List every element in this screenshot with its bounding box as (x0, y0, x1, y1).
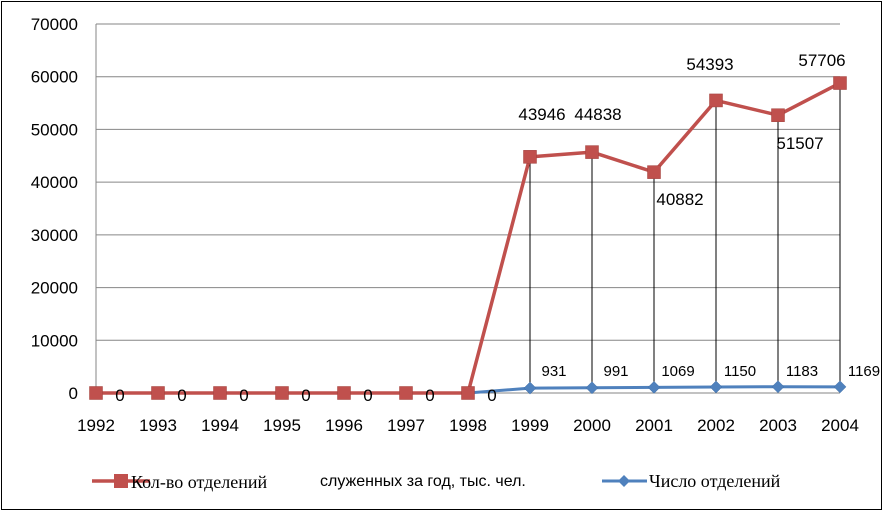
legend-label-kol-vo: Кол-во отделений (131, 472, 268, 492)
x-tick-label: 2001 (635, 416, 673, 435)
marker-square (213, 386, 227, 400)
data-label-chislo: 1169 (848, 363, 880, 380)
x-tick-label: 2000 (573, 416, 611, 435)
marker-square (771, 108, 785, 122)
series (89, 76, 847, 400)
gridlines (95, 23, 840, 394)
y-tick-label: 20000 (31, 279, 78, 298)
y-tick-label: 0 (69, 384, 78, 403)
x-tick-label: 1998 (449, 416, 487, 435)
y-tick-label: 70000 (31, 15, 78, 34)
data-labels: 43946 44838 40882 54393 51507 57706 0 0 0 0 0 0 0 931… (115, 51, 880, 405)
x-tick-label: 2004 (821, 416, 859, 435)
marker-square (151, 386, 165, 400)
y-tick-label: 30000 (31, 226, 78, 245)
x-tick-label: 1994 (201, 416, 239, 435)
data-label-kol-vo: 57706 (798, 51, 845, 70)
x-axis-ticks: 1992 1993 1994 1995 1996 1997 1998 1999 2000 2001… (77, 416, 859, 435)
drop-lines (529, 83, 841, 389)
marker-square (647, 165, 661, 179)
data-label-kol-vo: 54393 (686, 55, 733, 74)
data-label-chislo: 0 (363, 386, 372, 405)
legend: Кол-во отделений служенных за год, тыс. ч… (92, 471, 781, 492)
data-label-chislo: 1183 (786, 363, 818, 380)
data-label-chislo: 1150 (724, 363, 756, 380)
legend-marker-diamond (618, 475, 630, 487)
y-axis-ticks: 0 10000 20000 30000 40000 50000 60000 70000 (31, 15, 78, 403)
data-label-chislo: 0 (115, 386, 124, 405)
legend-marker-square (114, 474, 128, 488)
data-label-chislo: 0 (177, 386, 186, 405)
data-label-kol-vo: 51507 (776, 134, 823, 153)
x-tick-label: 1999 (511, 416, 549, 435)
marker-square (275, 386, 289, 400)
marker-square (523, 150, 537, 164)
marker-diamond (585, 381, 599, 395)
data-label-chislo: 0 (301, 386, 310, 405)
marker-square (337, 386, 351, 400)
y-tick-label: 40000 (31, 173, 78, 192)
marker-diamond (709, 380, 723, 394)
marker-square (833, 76, 847, 90)
data-label-kol-vo: 43946 (518, 105, 565, 124)
data-label-chislo: 0 (425, 386, 434, 405)
marker-square (709, 93, 723, 108)
y-tick-label: 10000 (31, 331, 78, 350)
marker-diamond (771, 380, 785, 394)
y-tick-label: 50000 (31, 120, 78, 139)
x-tick-label: 1993 (139, 416, 177, 435)
marker-square (585, 145, 599, 159)
y-tick-label: 60000 (31, 68, 78, 87)
data-label-chislo: 991 (603, 363, 628, 380)
x-tick-label: 2002 (697, 416, 735, 435)
marker-square (399, 386, 413, 400)
data-label-chislo: 931 (541, 363, 566, 380)
x-tick-label: 1996 (325, 416, 363, 435)
data-label-chislo: 0 (487, 386, 496, 405)
data-label-chislo: 0 (239, 386, 248, 405)
data-label-chislo: 1069 (661, 363, 694, 380)
marker-diamond (833, 380, 847, 394)
data-label-kol-vo: 40882 (656, 190, 703, 209)
data-label-kol-vo: 44838 (574, 105, 621, 124)
x-tick-label: 1995 (263, 416, 301, 435)
x-tick-label: 1992 (77, 416, 115, 435)
x-tick-label: 1997 (387, 416, 425, 435)
marker-diamond (523, 381, 537, 395)
legend-label-chislo: Число отделений (649, 471, 781, 491)
marker-diamond (647, 381, 661, 394)
marker-square (461, 386, 475, 400)
legend-label-middle: служенных за год, тыс. чел. (320, 473, 526, 490)
marker-square (89, 386, 103, 400)
x-tick-label: 2003 (759, 416, 797, 435)
